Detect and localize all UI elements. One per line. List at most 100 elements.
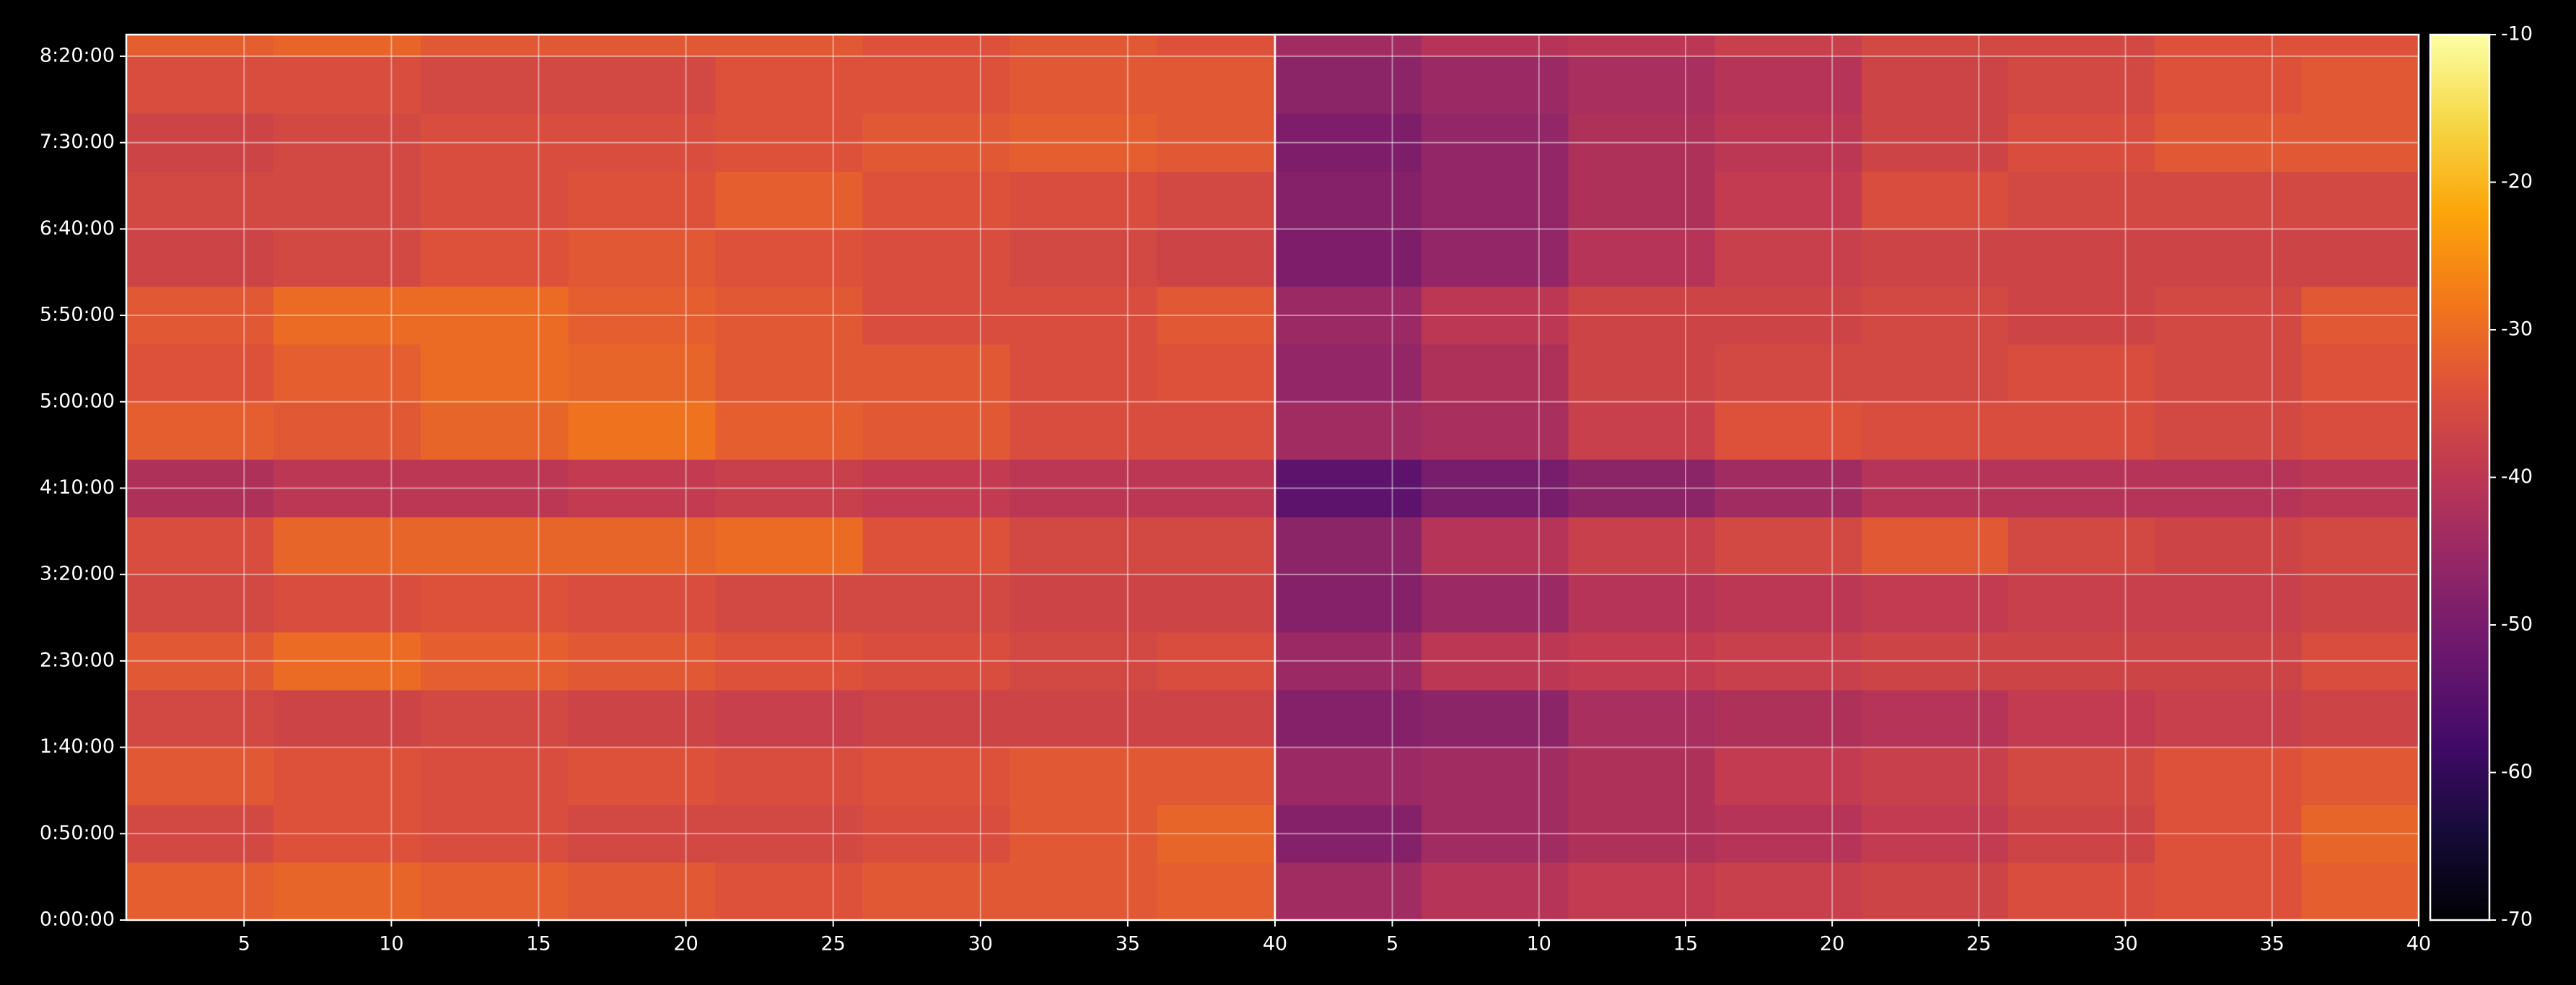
heat-cell <box>1009 805 1158 863</box>
heat-cell <box>2301 229 2419 287</box>
heat-cell <box>1861 286 2009 345</box>
heat-cell <box>1275 689 1422 748</box>
heat-cell <box>1275 574 1422 633</box>
heat-cell <box>1861 229 2009 287</box>
heat-cell <box>126 171 274 229</box>
heat-cell <box>421 459 569 517</box>
heat-cell <box>1009 517 1158 575</box>
heat-cell <box>1157 113 1276 172</box>
heat-cell <box>1861 805 2009 863</box>
colorbar-tick-label: -30 <box>2501 318 2533 341</box>
heat-cell <box>2155 459 2302 517</box>
heat-cell <box>2008 113 2155 172</box>
heat-cell <box>715 574 864 633</box>
heat-cell <box>1714 171 1862 229</box>
heat-cell <box>421 574 569 633</box>
heat-cell <box>715 459 864 517</box>
x-tick-label: 20 <box>673 933 698 955</box>
heat-cell <box>1568 35 1716 57</box>
heat-cell <box>715 517 864 575</box>
heat-cell <box>126 343 274 403</box>
heat-cell <box>2008 517 2155 575</box>
heat-cell <box>1714 286 1862 345</box>
heat-cell <box>2301 113 2419 172</box>
heat-cell <box>2301 689 2419 748</box>
heat-cell <box>2301 171 2419 229</box>
heat-cell <box>1009 35 1158 57</box>
x-tick-label: 20 <box>1820 933 1844 955</box>
heat-cell <box>421 35 569 57</box>
heat-cell <box>421 229 569 287</box>
heat-cell <box>715 56 864 115</box>
heat-cell <box>2155 343 2302 403</box>
heat-cell <box>862 56 1011 115</box>
y-tick-label: 0:00:00 <box>40 909 115 931</box>
heat-cell <box>2301 56 2419 115</box>
x-tick-label: 35 <box>2260 933 2284 955</box>
heat-cell <box>862 459 1011 517</box>
x-tick-label: 25 <box>821 933 846 955</box>
heat-cell <box>273 171 421 229</box>
heat-cell <box>1421 35 1569 57</box>
heat-cell <box>273 689 421 748</box>
heat-cell <box>2008 401 2155 460</box>
heat-cell <box>421 401 569 460</box>
heat-cell <box>2008 689 2155 748</box>
heat-cell <box>1009 862 1158 921</box>
colorbar-tick-label: -70 <box>2501 909 2533 931</box>
heat-cell <box>1714 56 1862 115</box>
heat-cell <box>715 113 864 172</box>
heat-cell <box>1275 171 1422 229</box>
heat-cell <box>1157 343 1276 403</box>
heat-cell <box>568 805 716 863</box>
heat-cell <box>2008 286 2155 345</box>
heat-cell <box>1421 631 1569 691</box>
heat-cell <box>1861 401 2009 460</box>
heat-cell <box>1421 171 1569 229</box>
heat-cell <box>862 517 1011 575</box>
heat-cell <box>1157 805 1276 863</box>
heat-cell <box>1009 689 1158 748</box>
heat-cell <box>862 171 1011 229</box>
heat-cell <box>2155 805 2302 863</box>
heat-cell <box>1157 171 1276 229</box>
heat-cell <box>2008 747 2155 805</box>
heat-cell <box>1861 862 2009 921</box>
heat-cell <box>1157 517 1276 575</box>
heat-cell <box>568 517 716 575</box>
heat-cell <box>1275 35 1422 57</box>
heat-cell <box>2155 862 2302 921</box>
heat-cell <box>2008 459 2155 517</box>
heat-cell <box>2301 286 2419 345</box>
heat-cell <box>1861 747 2009 805</box>
heat-cell <box>1861 574 2009 633</box>
heat-cell <box>715 631 864 691</box>
heat-cell <box>568 862 716 921</box>
heat-cell <box>126 113 274 172</box>
heat-cell <box>2008 56 2155 115</box>
heat-cell <box>1157 35 1276 57</box>
colorbar-tick-label: -60 <box>2501 761 2533 783</box>
heat-cell <box>2301 574 2419 633</box>
heat-cell <box>2301 517 2419 575</box>
heat-cell <box>862 401 1011 460</box>
y-tick-label: 5:50:00 <box>40 304 115 326</box>
heat-cell <box>1275 862 1422 921</box>
x-tick-label: 25 <box>1966 933 1991 955</box>
heat-cell <box>568 286 716 345</box>
y-tick-label: 7:30:00 <box>40 131 115 153</box>
heat-cell <box>1568 286 1716 345</box>
heat-cell <box>1714 459 1862 517</box>
heat-cell <box>1275 401 1422 460</box>
heat-cell <box>2301 631 2419 691</box>
colorbar <box>2429 33 2491 921</box>
heat-cell <box>421 56 569 115</box>
heat-cell <box>862 113 1011 172</box>
heat-cell <box>1568 343 1716 403</box>
heat-cell <box>2155 631 2302 691</box>
heat-cell <box>126 56 274 115</box>
heat-cell <box>715 35 864 57</box>
heat-cell <box>1568 517 1716 575</box>
heat-cell <box>1421 56 1569 115</box>
y-tick-label: 2:30:00 <box>40 649 115 671</box>
